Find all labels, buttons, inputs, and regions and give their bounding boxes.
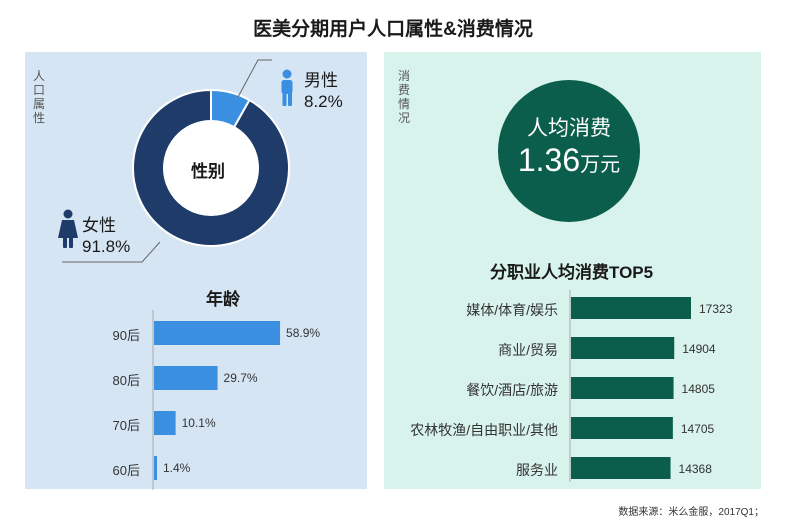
male-leader-line: [237, 59, 272, 98]
job-bar: [571, 297, 691, 319]
job-category-label: 餐饮/酒店/旅游: [466, 382, 558, 398]
age-chart-title: 年龄: [206, 290, 240, 309]
age-value-label: 29.7%: [223, 371, 258, 385]
job-chart-title: 分职业人均消费TOP5: [490, 263, 654, 282]
job-category-label: 媒体/体育/娱乐: [466, 302, 558, 318]
female-label: 女性: [82, 216, 116, 235]
age-bars: [154, 321, 281, 480]
avg-spend-unit: 万元: [580, 154, 621, 176]
male-percent: 8.2%: [304, 92, 343, 111]
page-title: 医美分期用户人口属性&消费情况: [253, 19, 533, 40]
female-leader-line: [62, 241, 161, 263]
age-category-label: 60后: [112, 463, 140, 478]
age-category-label: 70后: [112, 418, 140, 433]
male-label: 男性: [304, 71, 338, 90]
data-source-note: 数据来源：米么金服，2017Q1；: [618, 507, 764, 518]
job-bars: [571, 297, 691, 479]
job-value-label: 14805: [681, 382, 715, 396]
age-bar: [154, 321, 281, 345]
age-category-label: 90后: [112, 328, 140, 343]
job-bar: [571, 377, 674, 399]
job-bar: [571, 457, 671, 479]
job-value-label: 14904: [682, 342, 716, 356]
job-value-label: 14368: [678, 462, 712, 476]
male-person-icon: [281, 69, 293, 106]
age-value-label: 58.9%: [286, 326, 321, 340]
gender-donut-chart: [132, 88, 290, 247]
age-bar: [154, 456, 157, 480]
job-category-label: 农林牧渔/自由职业/其他: [410, 422, 558, 438]
female-person-icon: [58, 209, 78, 248]
avg-spend-label: 人均消费: [527, 117, 611, 140]
consumption-vertical-label: 消费情况: [398, 69, 411, 125]
avg-spend-circle: 人均消费 1.36万元: [498, 80, 640, 222]
avg-spend-value-line: 1.36万元: [498, 142, 640, 179]
job-category-label: 商业/贸易: [498, 342, 558, 358]
job-value-label: 14705: [680, 422, 715, 436]
avg-spend-value: 1.36: [517, 142, 581, 178]
female-legend: 女性 91.8%: [82, 215, 130, 257]
job-bar: [571, 337, 675, 359]
age-value-label: 10.1%: [181, 416, 216, 430]
job-category-label: 服务业: [516, 462, 558, 478]
age-category-label: 80后: [112, 373, 140, 388]
donut-center-label: 性别: [191, 162, 225, 181]
age-value-label: 1.4%: [162, 461, 191, 475]
job-bar: [571, 417, 673, 439]
job-value-label: 17323: [699, 302, 733, 316]
age-bar: [154, 411, 176, 435]
donut-hole: [164, 121, 258, 215]
age-bar: [154, 366, 218, 390]
female-percent: 91.8%: [82, 237, 131, 256]
male-legend: 男性 8.2%: [304, 70, 343, 112]
demographics-vertical-label: 人口属性: [33, 69, 46, 125]
